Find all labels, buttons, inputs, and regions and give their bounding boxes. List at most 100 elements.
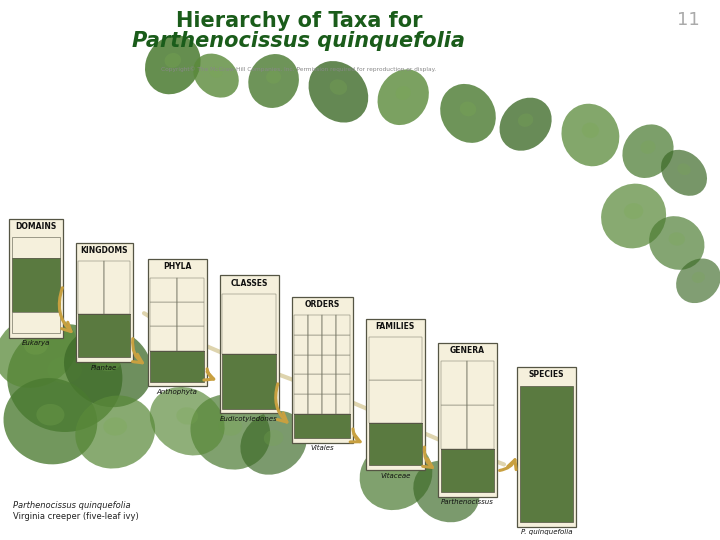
Ellipse shape bbox=[165, 53, 181, 68]
Bar bbox=[150, 326, 177, 350]
Bar bbox=[150, 302, 177, 326]
Bar bbox=[369, 423, 422, 465]
Ellipse shape bbox=[692, 272, 705, 283]
Ellipse shape bbox=[601, 184, 666, 248]
Text: ORDERS: ORDERS bbox=[305, 300, 340, 309]
Ellipse shape bbox=[377, 69, 429, 125]
Text: 11: 11 bbox=[677, 11, 700, 29]
Bar bbox=[292, 297, 353, 443]
Text: Eukarya: Eukarya bbox=[22, 340, 50, 346]
Ellipse shape bbox=[562, 104, 619, 166]
Bar bbox=[323, 315, 336, 335]
Text: Parthenocissus quinquefolia: Parthenocissus quinquefolia bbox=[13, 501, 130, 510]
Bar bbox=[308, 374, 323, 394]
Ellipse shape bbox=[24, 336, 48, 355]
Bar bbox=[441, 449, 494, 492]
Ellipse shape bbox=[36, 404, 65, 426]
Bar bbox=[177, 278, 204, 302]
Bar bbox=[220, 275, 279, 413]
Bar bbox=[148, 259, 207, 386]
Text: Copyright© The McGraw-Hill Companies, Inc. Permission required for reproduction : Copyright© The McGraw-Hill Companies, In… bbox=[161, 66, 436, 71]
Bar bbox=[76, 243, 133, 362]
Bar bbox=[441, 361, 467, 405]
Ellipse shape bbox=[669, 232, 685, 246]
Bar bbox=[294, 315, 308, 335]
Bar bbox=[441, 405, 467, 449]
Bar bbox=[12, 258, 60, 312]
Bar bbox=[369, 337, 422, 380]
Ellipse shape bbox=[48, 356, 82, 383]
Text: Anthophyta: Anthophyta bbox=[157, 389, 197, 395]
Ellipse shape bbox=[76, 395, 155, 469]
Bar bbox=[78, 314, 130, 357]
Text: Plantae: Plantae bbox=[91, 364, 117, 370]
Bar bbox=[336, 315, 350, 335]
Text: DOMAINS: DOMAINS bbox=[16, 222, 57, 231]
Bar bbox=[12, 312, 60, 333]
Ellipse shape bbox=[248, 54, 299, 108]
Text: FAMILIES: FAMILIES bbox=[376, 322, 415, 331]
Bar bbox=[294, 374, 308, 394]
Bar bbox=[150, 350, 204, 382]
Bar bbox=[517, 367, 576, 526]
Ellipse shape bbox=[624, 203, 644, 219]
Ellipse shape bbox=[640, 140, 656, 154]
Ellipse shape bbox=[436, 479, 456, 495]
Ellipse shape bbox=[266, 70, 282, 84]
Bar bbox=[177, 326, 204, 350]
Bar bbox=[104, 261, 130, 314]
Text: SPECIES: SPECIES bbox=[528, 370, 564, 380]
Bar bbox=[294, 394, 308, 414]
Bar bbox=[294, 414, 350, 438]
Text: Vitaceae: Vitaceae bbox=[380, 472, 410, 478]
Ellipse shape bbox=[193, 53, 239, 98]
Ellipse shape bbox=[678, 164, 690, 175]
Bar bbox=[336, 394, 350, 414]
Text: KINGDOMS: KINGDOMS bbox=[81, 246, 128, 255]
Ellipse shape bbox=[582, 123, 599, 138]
Bar bbox=[308, 335, 323, 355]
Text: Parthenocissus quinquefolia: Parthenocissus quinquefolia bbox=[132, 31, 465, 51]
Bar bbox=[308, 355, 323, 374]
Text: Hierarchy of Taxa for: Hierarchy of Taxa for bbox=[176, 11, 422, 31]
Text: P. quinquefolia: P. quinquefolia bbox=[521, 529, 572, 535]
Bar bbox=[520, 386, 573, 522]
Ellipse shape bbox=[264, 430, 284, 446]
Bar bbox=[467, 361, 494, 405]
Ellipse shape bbox=[622, 124, 674, 178]
Ellipse shape bbox=[0, 314, 77, 388]
Bar bbox=[150, 278, 177, 302]
Text: Parthenocissus: Parthenocissus bbox=[441, 500, 494, 505]
Bar bbox=[323, 374, 336, 394]
Bar bbox=[323, 355, 336, 374]
Bar bbox=[366, 319, 425, 470]
Bar bbox=[308, 394, 323, 414]
Bar bbox=[467, 405, 494, 449]
Ellipse shape bbox=[176, 407, 198, 424]
Ellipse shape bbox=[518, 113, 534, 127]
Ellipse shape bbox=[395, 86, 411, 100]
Ellipse shape bbox=[7, 324, 122, 432]
Ellipse shape bbox=[661, 150, 707, 196]
Ellipse shape bbox=[385, 461, 407, 478]
Ellipse shape bbox=[460, 102, 476, 116]
Bar bbox=[323, 394, 336, 414]
Bar bbox=[323, 335, 336, 355]
Bar bbox=[336, 335, 350, 355]
Text: Vitales: Vitales bbox=[310, 446, 334, 451]
Ellipse shape bbox=[4, 378, 97, 464]
Ellipse shape bbox=[145, 35, 201, 94]
Ellipse shape bbox=[210, 66, 222, 78]
Bar bbox=[308, 315, 323, 335]
Ellipse shape bbox=[359, 440, 433, 510]
Text: Virginia creeper (five-leaf ivy): Virginia creeper (five-leaf ivy) bbox=[13, 512, 139, 521]
Ellipse shape bbox=[440, 84, 496, 143]
Bar bbox=[222, 294, 276, 354]
Bar bbox=[438, 343, 497, 497]
Ellipse shape bbox=[676, 259, 720, 303]
Ellipse shape bbox=[190, 394, 271, 470]
Bar bbox=[336, 374, 350, 394]
Bar bbox=[12, 237, 60, 258]
Ellipse shape bbox=[330, 79, 347, 95]
Ellipse shape bbox=[103, 417, 127, 436]
